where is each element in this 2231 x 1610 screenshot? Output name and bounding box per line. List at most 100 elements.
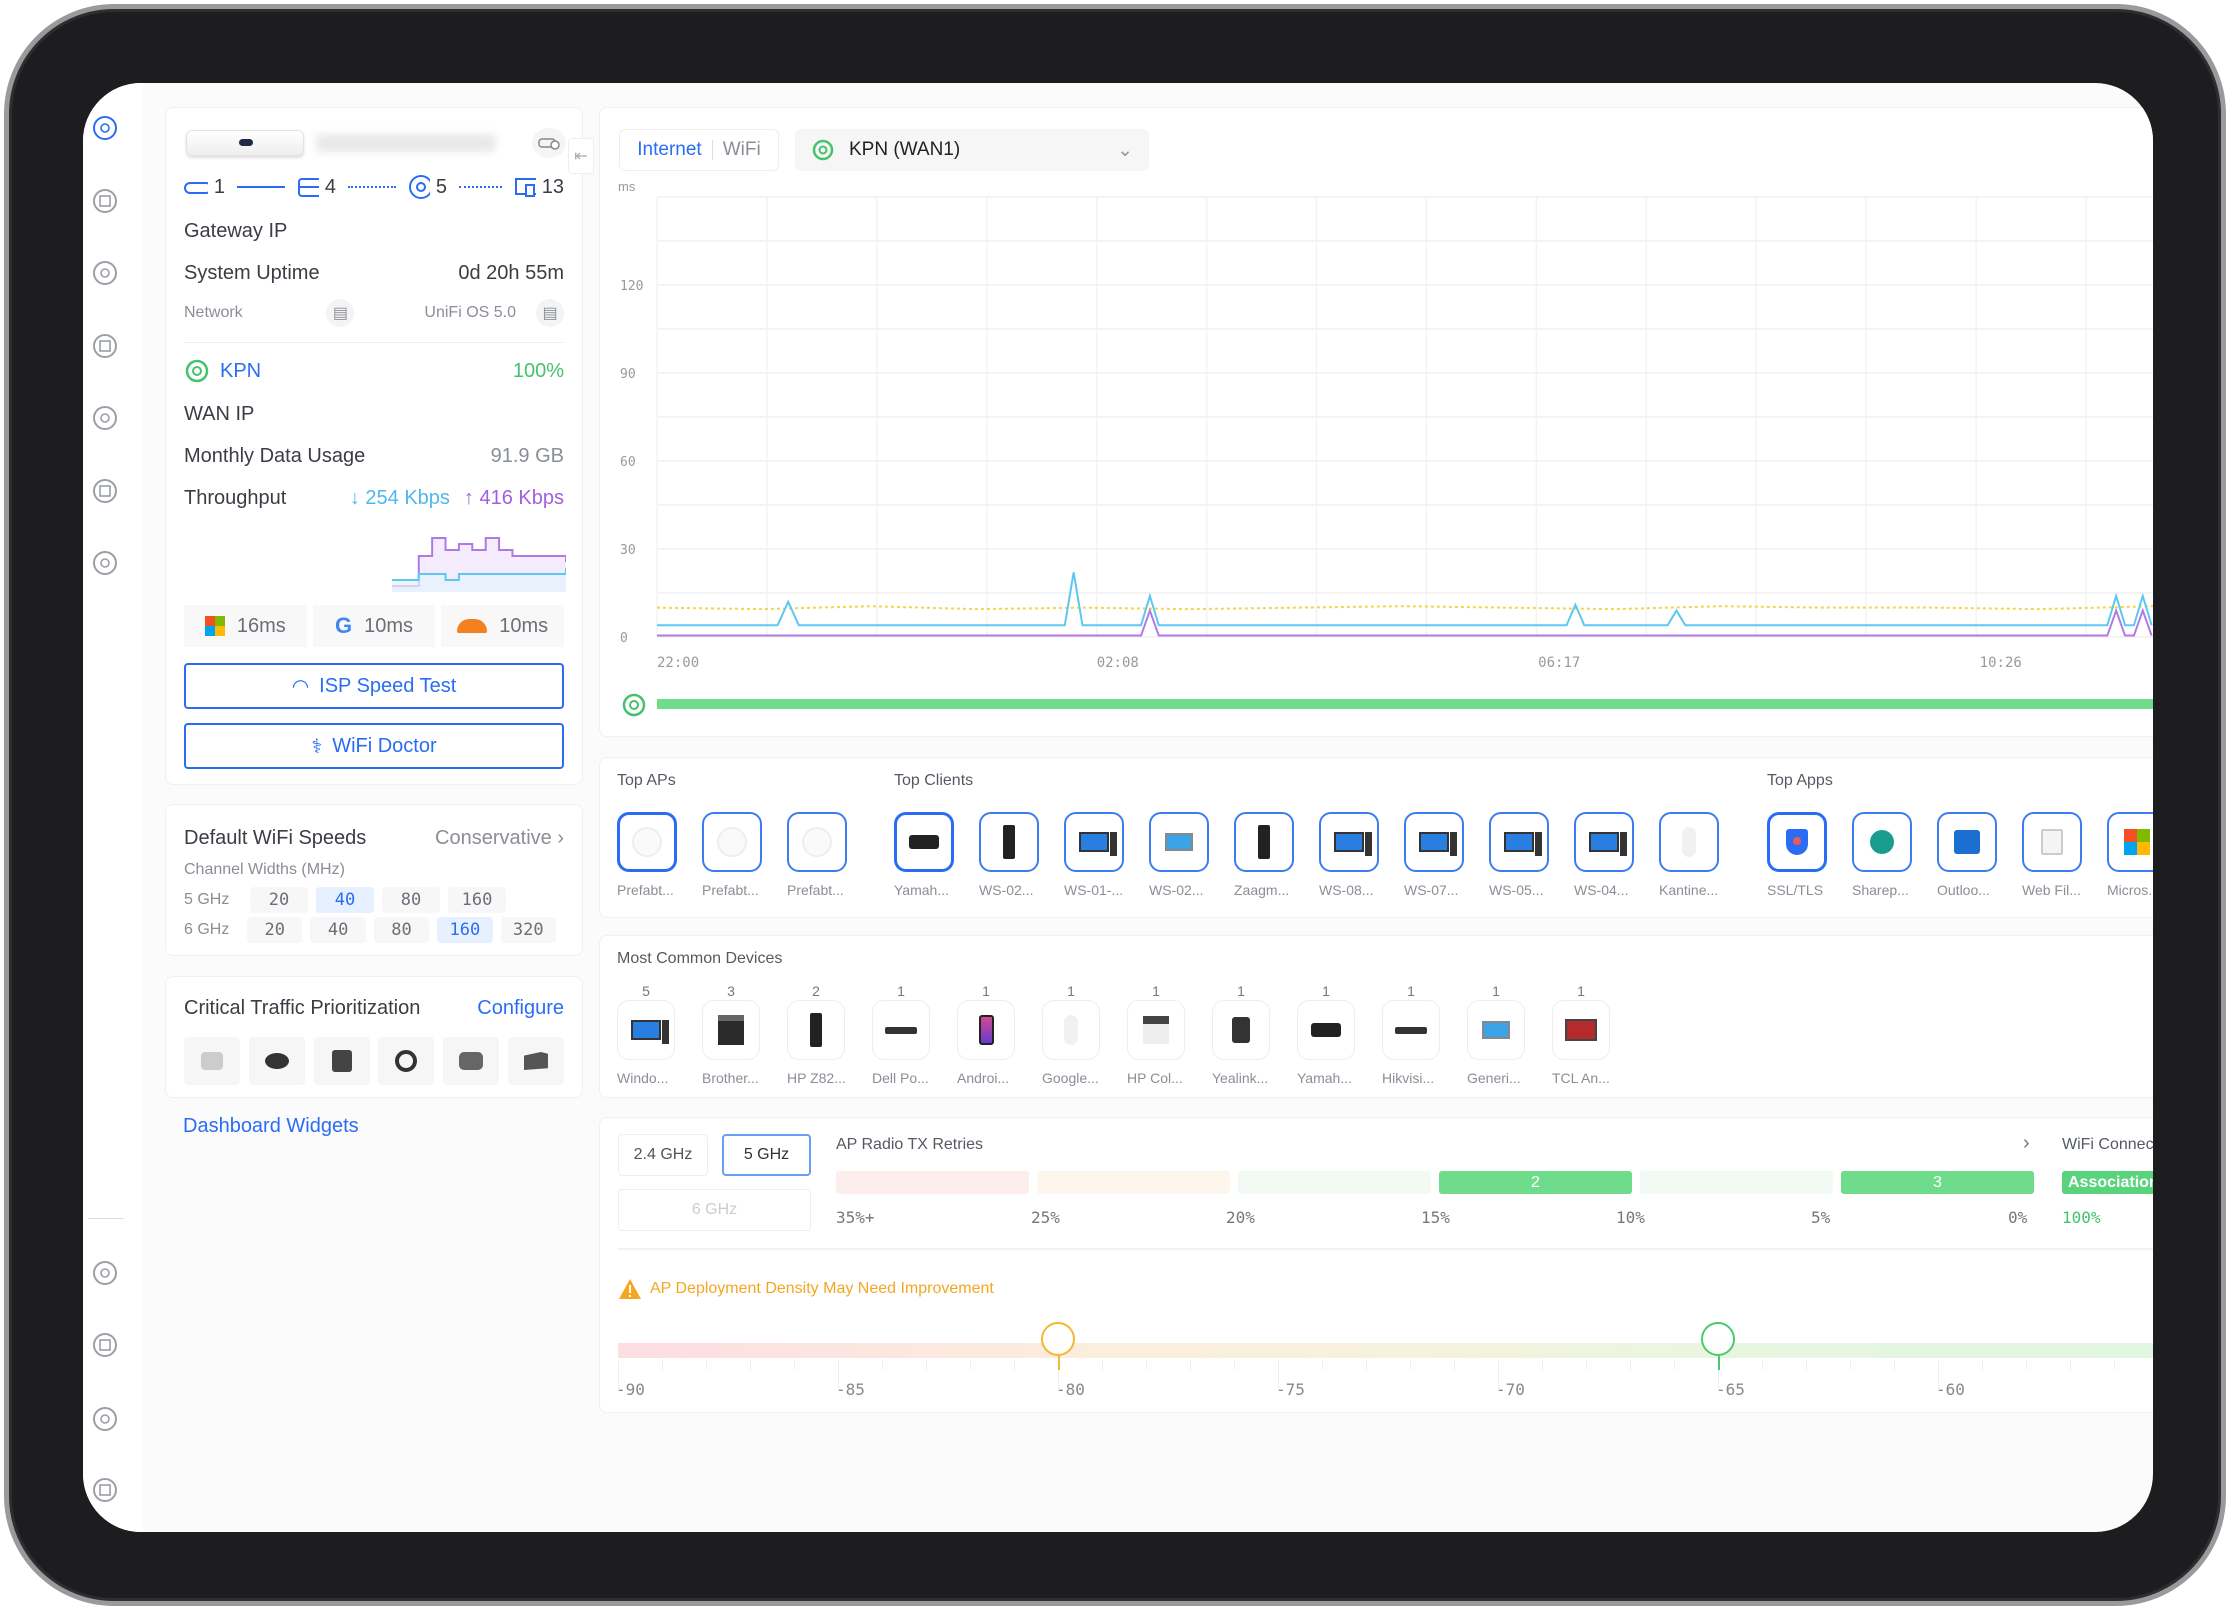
- device-type-tile[interactable]: [1212, 1000, 1270, 1060]
- wifi-speeds-card[interactable]: Default WiFi Speeds Conservative › Channe…: [165, 804, 583, 956]
- unifi-logo-icon[interactable]: [89, 112, 121, 144]
- ap-count: 5: [435, 175, 447, 198]
- tx-retry-segment: [1037, 1171, 1230, 1194]
- device-type-tile[interactable]: [957, 1000, 1015, 1060]
- top-aps-tile[interactable]: [787, 812, 847, 872]
- zoom-icon[interactable]: [443, 1037, 500, 1085]
- channel-width-option[interactable]: 320: [500, 917, 556, 943]
- rssi-minor-tick: [1850, 1360, 1851, 1370]
- rssi-marker[interactable]: [1701, 1322, 1735, 1356]
- channel-width-option[interactable]: 40: [310, 917, 366, 943]
- top-clients-tile[interactable]: [1149, 812, 1209, 872]
- top-apps-tile[interactable]: [2022, 812, 2082, 872]
- device-type-tile[interactable]: [1297, 1000, 1355, 1060]
- device-type-tile[interactable]: [1552, 1000, 1610, 1060]
- isp-speed-test-button[interactable]: ◠ ISP Speed Test: [184, 663, 564, 709]
- insights-icon[interactable]: [89, 475, 121, 507]
- device-type-tile[interactable]: [1042, 1000, 1100, 1060]
- device-type-tile[interactable]: [787, 1000, 845, 1060]
- device-type-tile[interactable]: [872, 1000, 930, 1060]
- tab-wifi[interactable]: WiFi: [722, 139, 761, 160]
- topology-icon[interactable]: [89, 185, 121, 217]
- tile-label: WS-07...: [1404, 882, 1459, 898]
- rssi-marker[interactable]: [1041, 1322, 1075, 1356]
- top-aps-tile[interactable]: [702, 812, 762, 872]
- device-type-tile[interactable]: [1467, 1000, 1525, 1060]
- dashboard-widgets-link[interactable]: Dashboard Widgets: [183, 1115, 359, 1137]
- top-apps-tile[interactable]: [2107, 812, 2153, 872]
- warning-icon: [619, 1279, 641, 1299]
- top-clients-tile[interactable]: [1064, 812, 1124, 872]
- channel-width-option[interactable]: 20: [250, 887, 308, 913]
- channel-width-option[interactable]: 160: [448, 887, 506, 913]
- tile-label: Kantine...: [1659, 882, 1719, 898]
- facetime-icon[interactable]: [184, 1037, 240, 1085]
- device-type-tile[interactable]: [617, 1000, 675, 1060]
- video-call-icon[interactable]: [507, 1037, 564, 1085]
- tab-internet[interactable]: Internet: [637, 139, 702, 160]
- target-icon[interactable]: [89, 257, 121, 289]
- top-clients-tile[interactable]: [1659, 812, 1719, 872]
- band-6ghz-button[interactable]: 6 GHz: [618, 1189, 811, 1231]
- devices-icon[interactable]: [89, 330, 121, 362]
- lightbulb-icon[interactable]: [89, 547, 121, 579]
- band-label: 5 GHz: [184, 891, 230, 908]
- band-5ghz-button[interactable]: 5 GHz: [722, 1134, 811, 1176]
- chevron-right-icon[interactable]: ›: [2023, 1132, 2030, 1154]
- top-clients-tile[interactable]: [1574, 812, 1634, 872]
- top-clients-tile[interactable]: [1489, 812, 1549, 872]
- android-icon: [978, 1015, 994, 1045]
- clients-icon[interactable]: [89, 402, 121, 434]
- top-apps-tile[interactable]: [1852, 812, 1912, 872]
- wifi-doctor-button[interactable]: ⚕ WiFi Doctor: [184, 723, 564, 769]
- top-apps-tile[interactable]: [1937, 812, 1997, 872]
- webex-icon[interactable]: [378, 1037, 435, 1085]
- y-tick-label: 0: [620, 631, 628, 646]
- wifi-speeds-value: Conservative: [435, 826, 552, 849]
- bar-icon: [885, 1026, 917, 1034]
- wifi-speeds-header[interactable]: Default WiFi Speeds Conservative ›: [184, 823, 564, 853]
- device-count: 1: [1492, 983, 1500, 999]
- rssi-minor-tick: [2026, 1360, 2027, 1370]
- channel-width-option[interactable]: 160: [437, 917, 493, 943]
- y-tick-label: 30: [620, 543, 636, 558]
- tx-retry-scale-label: 10%: [1616, 1208, 1645, 1227]
- tx-retry-scale-label: 25%: [1031, 1208, 1060, 1227]
- os-release-notes-icon[interactable]: ▤: [536, 299, 564, 327]
- top-clients-tile[interactable]: [894, 812, 954, 872]
- clipboard-icon[interactable]: [89, 1329, 121, 1361]
- device-type-tile[interactable]: [702, 1000, 760, 1060]
- channel-width-option[interactable]: 20: [247, 917, 303, 943]
- device-type-tile[interactable]: [1382, 1000, 1440, 1060]
- channel-width-option[interactable]: 40: [316, 887, 374, 913]
- top-clients-tile[interactable]: [1319, 812, 1379, 872]
- top-clients-tile[interactable]: [1404, 812, 1464, 872]
- alarm-icon[interactable]: [89, 1403, 121, 1435]
- users-icon[interactable]: [89, 1474, 121, 1506]
- device-count: 1: [982, 983, 990, 999]
- top-aps-tile[interactable]: [617, 812, 677, 872]
- device-count: 1: [1152, 983, 1160, 999]
- teams-icon[interactable]: [313, 1037, 370, 1085]
- top-clients-tile[interactable]: [979, 812, 1039, 872]
- tx-retry-scale-label: 20%: [1226, 1208, 1255, 1227]
- device-type-tile[interactable]: [1127, 1000, 1185, 1060]
- channel-width-option[interactable]: 80: [382, 887, 440, 913]
- tx-retry-scale-label: 35%+: [836, 1208, 875, 1227]
- chat-bubble-icon[interactable]: [248, 1037, 305, 1085]
- data-usage-row: Monthly Data Usage 91.9 GB: [184, 441, 564, 471]
- channel-width-option[interactable]: 80: [373, 917, 430, 943]
- gear-icon[interactable]: [89, 1257, 121, 1289]
- band-2-4ghz-button[interactable]: 2.4 GHz: [618, 1134, 708, 1176]
- wan-select[interactable]: KPN (WAN1) ⌄: [795, 129, 1149, 171]
- top-clients-tile[interactable]: [1234, 812, 1294, 872]
- deskphone-icon: [1232, 1017, 1250, 1043]
- common-devices-card: Most Common Devices 5 Windo... 3 Brother...…: [599, 935, 2153, 1098]
- configure-link[interactable]: Configure: [477, 996, 564, 1019]
- tile-label: Yamah...: [1297, 1070, 1352, 1086]
- rssi-minor-tick: [1806, 1360, 1807, 1370]
- gateway-settings-icon[interactable]: [532, 128, 566, 158]
- top-apps-tile[interactable]: [1767, 812, 1827, 872]
- network-release-notes-icon[interactable]: ▤: [326, 299, 355, 327]
- collapse-panel-button[interactable]: ⇤: [568, 138, 594, 174]
